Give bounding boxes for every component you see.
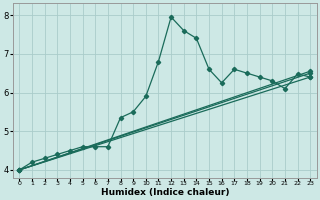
X-axis label: Humidex (Indice chaleur): Humidex (Indice chaleur): [100, 188, 229, 197]
